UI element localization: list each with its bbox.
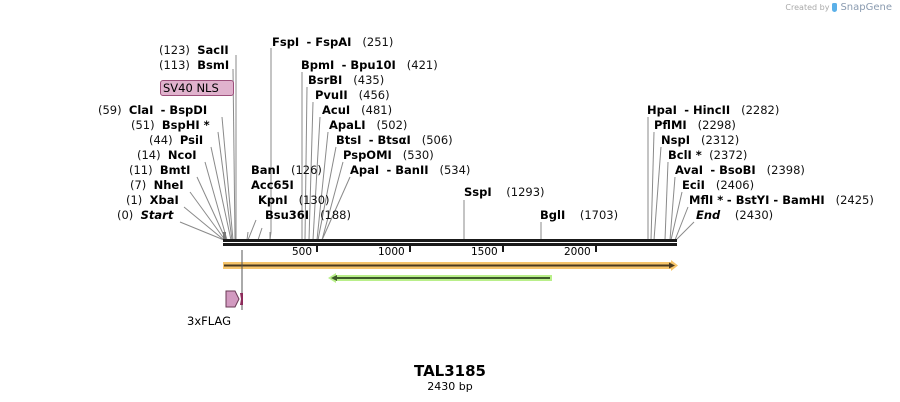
site-apali[interactable]: ApaLI (502)	[329, 118, 408, 132]
tick-500: 500	[292, 246, 313, 258]
site-bcli[interactable]: BclI * (2372)	[668, 148, 748, 162]
site-bgli[interactable]: BglI (1703)	[540, 208, 619, 222]
site-pspomi[interactable]: PspOMI (530)	[343, 148, 434, 162]
tick-1000: 1000	[378, 246, 405, 258]
site-xbai[interactable]: (1) XbaI	[126, 193, 179, 207]
leader-lines	[179, 48, 695, 241]
site-nspi[interactable]: NspI (2312)	[661, 133, 740, 147]
site-avai[interactable]: AvaI - BsoBI (2398)	[675, 163, 805, 177]
map-title: TAL3185	[414, 362, 486, 380]
tick-2000: 2000	[564, 246, 591, 258]
site-pflmi[interactable]: PflMI (2298)	[654, 118, 736, 132]
credit-prefix: Created by	[785, 3, 830, 12]
site-bsphi[interactable]: (51) BspHI *	[131, 118, 210, 132]
site-acui[interactable]: AcuI (481)	[322, 103, 393, 117]
site-hpai[interactable]: HpaI - HincII (2282)	[647, 103, 780, 117]
site-ecii[interactable]: EciI (2406)	[682, 178, 755, 192]
map-length: 2430 bp	[427, 380, 473, 393]
backbone-bottom	[223, 243, 677, 246]
flag-feature-shape	[225, 290, 240, 308]
credit-brand: SnapGene	[840, 2, 892, 13]
site-start[interactable]: (0) Start	[117, 208, 174, 222]
site-clai[interactable]: (59) ClaI - BspDI	[98, 103, 208, 117]
backbone-top	[223, 239, 677, 242]
site-bani[interactable]: BanI (126)	[251, 163, 322, 177]
site-bpmi[interactable]: BpmI - Bpu10I (421)	[301, 58, 438, 72]
site-psii[interactable]: (44) PsiI	[149, 133, 204, 147]
site-btsi[interactable]: BtsI - BtsαI (506)	[336, 133, 453, 147]
3xflag-feature-label[interactable]: 3xFLAG	[187, 314, 231, 328]
site-fspi[interactable]: FspI - FspAI (251)	[272, 35, 394, 49]
site-nhei[interactable]: (7) NheI	[130, 178, 184, 192]
site-acc65i[interactable]: Acc65I	[251, 178, 294, 192]
site-mfli[interactable]: MflI * - BstYI - BamHI (2425)	[689, 193, 874, 207]
site-bsmi[interactable]: (113) BsmI	[159, 58, 230, 72]
site-pvuii[interactable]: PvuII (456)	[315, 88, 390, 102]
tick-1500: 1500	[471, 246, 498, 258]
site-bsrbi[interactable]: BsrBI (435)	[308, 73, 385, 87]
site-ncoi[interactable]: (14) NcoI	[137, 148, 197, 162]
site-bmti[interactable]: (11) BmtI	[129, 163, 191, 177]
site-bsu36i[interactable]: Bsu36I (188)	[265, 208, 351, 222]
site-sspi[interactable]: SspI (1293)	[464, 185, 545, 199]
site-kpni[interactable]: KpnI (130)	[258, 193, 330, 207]
sv40-nls-feature[interactable]: SV40 NLS	[160, 80, 234, 96]
snapgene-credit: Created by SnapGene	[785, 2, 892, 13]
site-apai[interactable]: ApaI - BanII (534)	[350, 163, 471, 177]
site-end[interactable]: End (2430)	[696, 208, 774, 222]
snapgene-logo-icon	[832, 3, 838, 12]
site-sacii[interactable]: (123) SacII	[159, 43, 229, 57]
